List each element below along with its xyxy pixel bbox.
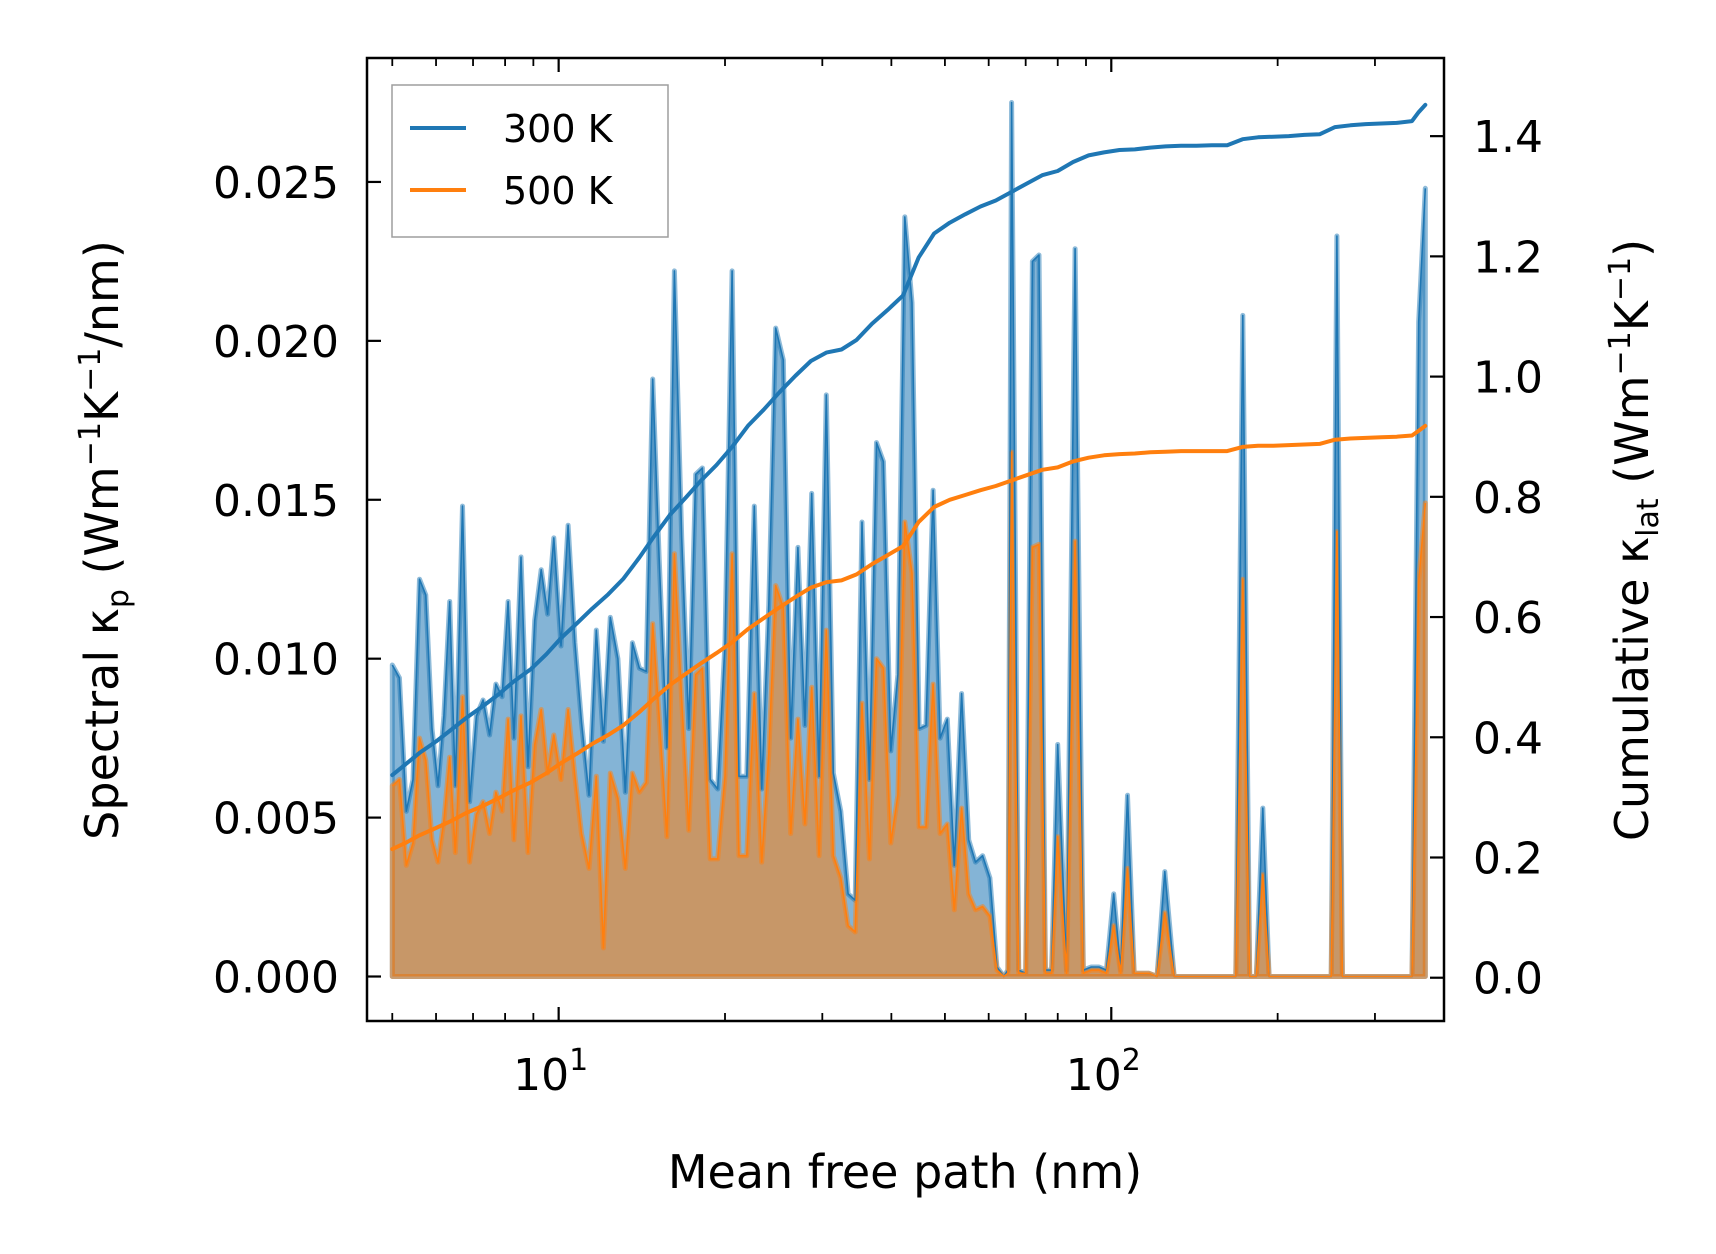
y-left-tick-label: 0.005 xyxy=(213,794,339,845)
y-right-tick-label: 0.4 xyxy=(1473,713,1543,764)
y-right-tick-label: 1.0 xyxy=(1473,353,1543,404)
legend-box xyxy=(391,84,669,238)
y-left-tick-label: 0.000 xyxy=(213,953,339,1004)
y-axis-right: 0.0 0.2 0.4 0.6 0.8 1.0 1.2 1.4 xyxy=(1430,112,1543,1005)
x-axis: 101 102 xyxy=(391,58,1445,1101)
spectral-lines xyxy=(391,101,1427,978)
legend-label-500k: 500 K xyxy=(503,169,614,213)
y-right-tick-label: 0.8 xyxy=(1473,473,1543,524)
y-left-tick-label: 0.025 xyxy=(213,158,339,209)
cumulative-line-300k xyxy=(390,102,1428,778)
spectral-line-300k xyxy=(391,101,1427,978)
spectral-line-500k xyxy=(391,451,1427,978)
cumulative-lines xyxy=(390,102,1428,852)
y-left-tick-label: 0.010 xyxy=(213,635,339,686)
plot-frame xyxy=(365,56,1446,1023)
cumulative-line-500k xyxy=(390,423,1428,852)
plot-area xyxy=(389,100,1428,979)
x-tick-label: 101 xyxy=(513,1043,588,1101)
y-right-tick-label: 1.4 xyxy=(1473,112,1543,163)
y-axis-left: 0.000 0.005 0.010 0.015 0.020 0.025 xyxy=(213,158,381,1004)
legend: 300 K 500 K xyxy=(391,84,669,238)
y-axis-right-label: Cumulative κlat (Wm−1K−1) xyxy=(1603,239,1666,841)
y-right-tick-label: 1.2 xyxy=(1473,232,1543,283)
y-left-tick-label: 0.020 xyxy=(213,317,339,368)
y-right-tick-label: 0.0 xyxy=(1473,954,1543,1005)
y-left-tick-label: 0.015 xyxy=(213,476,339,527)
y-right-tick-label: 0.6 xyxy=(1473,593,1543,644)
y-right-tick-label: 0.2 xyxy=(1473,833,1543,884)
y-axis-left-label: Spectral κp (Wm−1K−1/nm) xyxy=(73,240,136,840)
x-axis-label: Mean free path (nm) xyxy=(668,1145,1142,1199)
x-tick-label: 102 xyxy=(1066,1043,1141,1101)
legend-label-300k: 300 K xyxy=(503,107,614,151)
